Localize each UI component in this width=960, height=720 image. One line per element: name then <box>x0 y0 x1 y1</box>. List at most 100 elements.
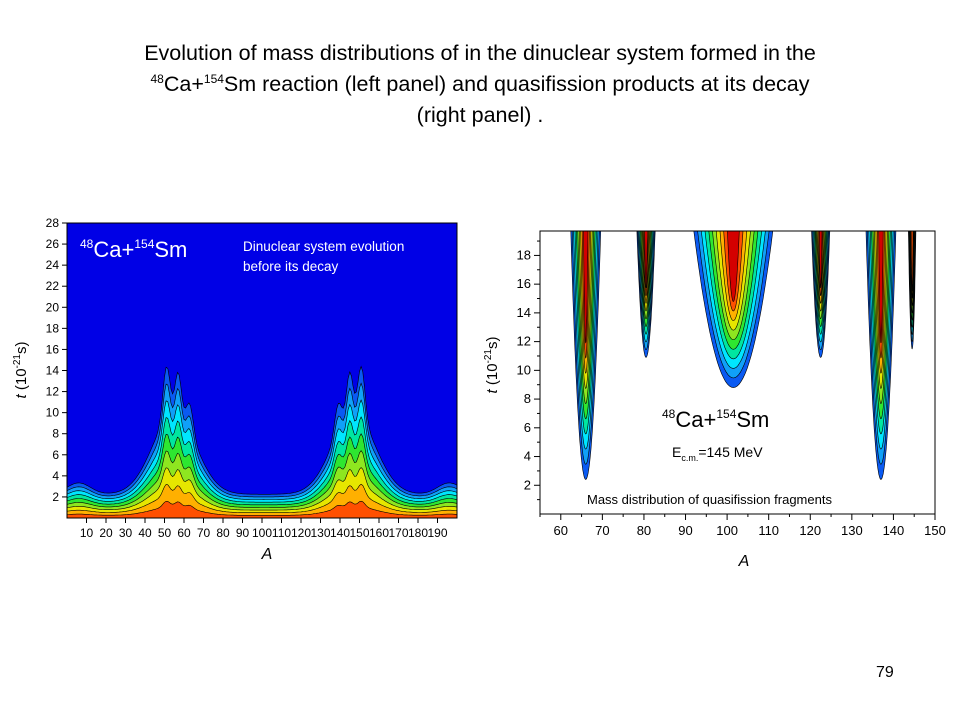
right-x-tick-label: 80 <box>637 523 651 538</box>
right-legend-element-sm: Sm <box>736 407 769 432</box>
title-line-3: (right panel) . <box>416 103 544 127</box>
right-y-tick-label: 8 <box>524 391 531 406</box>
l-y-tick-label: 20 <box>46 300 60 314</box>
l-y-tick-label: 22 <box>46 279 60 293</box>
right-plot-frame <box>539 230 936 515</box>
right-energy-subscript: c.m. <box>681 453 698 463</box>
l-x-tick-label: 130 <box>310 526 330 540</box>
right-contour-heavy-fragment-level-10 <box>878 230 884 344</box>
l-x-tick-label: 190 <box>427 526 447 540</box>
right-y-tick-label: 2 <box>524 477 531 492</box>
right-contour-edge-band-right-level-9 <box>910 230 914 292</box>
l-y-tick-label: 24 <box>46 258 60 272</box>
l-x-tick-label: 180 <box>408 526 428 540</box>
left-y-label-suffix: s) <box>13 342 30 355</box>
l-contour-level-9 <box>66 500 458 519</box>
right-y-axis-label: t (10-21s) <box>483 337 501 394</box>
left-x-axis-label: A <box>261 546 273 563</box>
right-y-tick-label: 18 <box>517 247 531 262</box>
left-x-ticks: 10 20 30 40 50 60 70 80 90 100 110 120 130 140 150 160 1… <box>80 518 448 540</box>
right-annotation: Mass distribution of quasifission fragme… <box>587 492 832 507</box>
l-x-tick-label: 90 <box>236 526 250 540</box>
right-x-tick-label: 70 <box>595 523 609 538</box>
title-line-1: Evolution of mass distributions of in th… <box>144 41 816 65</box>
l-x-tick-label: 20 <box>99 526 113 540</box>
l-y-tick-label: 8 <box>52 427 59 441</box>
l-x-tick-label: 70 <box>197 526 211 540</box>
right-x-tick-label: 140 <box>883 523 905 538</box>
l-y-tick-label: 28 <box>46 216 60 230</box>
left-legend-mass-ca: 48 <box>80 237 94 251</box>
right-plot-area <box>570 230 917 480</box>
l-background <box>67 223 457 518</box>
right-y-tick-label: 14 <box>517 305 531 320</box>
l-y-tick-label: 2 <box>52 490 59 504</box>
l-y-tick-label: 16 <box>46 342 60 356</box>
l-x-tick-label: 80 <box>216 526 230 540</box>
left-legend-label: 48Ca+154Sm <box>80 237 187 262</box>
left-legend-element-ca: Ca+ <box>93 237 134 262</box>
l-x-tick-label: 10 <box>80 526 94 540</box>
right-y-tick-label: 12 <box>517 334 531 349</box>
l-x-tick-label: 30 <box>119 526 133 540</box>
left-chart: 10 20 30 40 50 60 70 80 90 100 110 120 130 140 150 160 1… <box>12 216 458 563</box>
right-x-tick-label: 60 <box>554 523 568 538</box>
l-x-tick-label: 100 <box>252 526 272 540</box>
l-y-tick-label: 12 <box>46 385 60 399</box>
l-y-tick-label: 26 <box>46 237 60 251</box>
left-y-axis-label: t (10-21s) <box>12 342 30 399</box>
right-y-ticks: 2 4 6 8 10 12 14 16 18 <box>517 240 540 501</box>
right-y-tick-label: 6 <box>524 420 531 435</box>
right-y-label-symbol: t <box>484 388 501 393</box>
left-y-label-exponent: -21 <box>12 354 23 369</box>
l-y-tick-label: 4 <box>52 469 59 483</box>
right-x-tick-label: 150 <box>924 523 946 538</box>
right-x-tick-label: 100 <box>716 523 738 538</box>
l-x-tick-label: 60 <box>177 526 191 540</box>
right-y-tick-label: 10 <box>517 362 531 377</box>
right-x-tick-label: 130 <box>841 523 863 538</box>
right-chart: 60 70 80 90 100 110 120 130 140 150 2 4 6 8 10 12 14 16 1… <box>483 230 946 570</box>
title-mass-sm: 154 <box>203 72 224 86</box>
right-x-ticks: 60 70 80 90 100 110 120 130 140 150 <box>539 514 946 538</box>
right-legend-element-ca: Ca+ <box>675 407 716 432</box>
l-y-tick-label: 14 <box>46 364 60 378</box>
left-plot-area <box>66 223 458 519</box>
l-x-tick-label: 150 <box>349 526 369 540</box>
title-line-2-rest: Sm reaction (left panel) and quasifissio… <box>223 72 810 96</box>
right-y-label-exponent: -21 <box>483 349 494 364</box>
right-x-axis-label: A <box>738 553 750 570</box>
left-legend-mass-sm: 154 <box>134 237 154 251</box>
right-energy-value: =145 MeV <box>698 444 763 460</box>
right-x-tick-label: 120 <box>799 523 821 538</box>
title-mass-ca: 48 <box>150 72 164 86</box>
right-energy-label: Ec.m.=145 MeV <box>672 444 763 463</box>
l-x-tick-label: 40 <box>138 526 152 540</box>
l-x-tick-label: 140 <box>330 526 350 540</box>
left-y-label-prefix: (10 <box>13 368 30 390</box>
l-y-tick-label: 10 <box>46 406 60 420</box>
right-legend-label: 48Ca+154Sm <box>662 407 769 432</box>
right-y-label-suffix: s) <box>484 337 501 350</box>
l-x-tick-label: 50 <box>158 526 172 540</box>
right-contour-side-band-left-level-10 <box>644 230 648 289</box>
right-energy-symbol: E <box>672 444 681 460</box>
right-legend-mass-ca: 48 <box>662 407 676 421</box>
left-y-label-symbol: t <box>13 393 30 398</box>
left-annotation-line-1: Dinuclear system evolution <box>243 239 404 254</box>
slide-title: Evolution of mass distributions of in th… <box>40 38 920 131</box>
right-contour-side-band-right-level-10 <box>818 230 823 289</box>
right-contour-light-fragment-level-10 <box>583 230 589 344</box>
l-x-tick-label: 160 <box>369 526 389 540</box>
left-legend-element-sm: Sm <box>154 237 187 262</box>
l-x-tick-label: 170 <box>388 526 408 540</box>
right-y-label-prefix: (10 <box>484 363 501 385</box>
l-y-tick-label: 18 <box>46 321 60 335</box>
right-y-tick-label: 4 <box>524 449 531 464</box>
right-y-tick-label: 16 <box>517 276 531 291</box>
title-element-ca: Ca+ <box>163 72 204 96</box>
right-x-tick-label: 90 <box>678 523 692 538</box>
left-annotation-line-2: before its decay <box>243 259 339 274</box>
l-y-tick-label: 6 <box>52 448 59 462</box>
